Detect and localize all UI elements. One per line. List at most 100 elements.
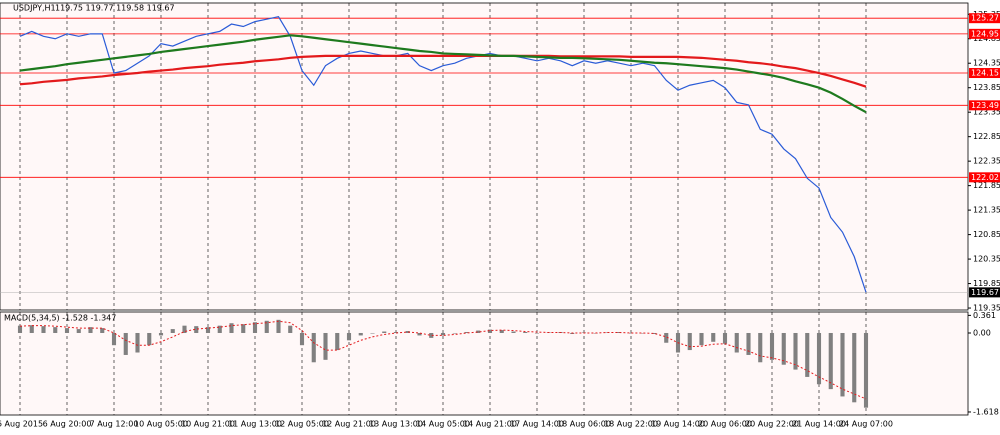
x-tick-label: 24 Aug 07:00 xyxy=(839,420,893,429)
x-tick-label: 20 Aug 22:00 xyxy=(745,420,799,429)
macd-bar xyxy=(288,325,293,333)
macd-bar xyxy=(852,332,857,403)
macd-bar xyxy=(29,325,34,333)
macd-bar xyxy=(158,332,164,336)
y-tick-label: 122.85 xyxy=(973,132,1000,141)
macd-bar xyxy=(769,332,775,360)
macd-y-tick-label: 0.00 xyxy=(973,328,991,337)
macd-bar xyxy=(194,326,199,333)
current-price-label: 119.67 xyxy=(971,288,999,297)
y-tick-label: 119.35 xyxy=(973,304,1000,313)
level-label: 125.27 xyxy=(971,14,999,23)
macd-bar xyxy=(276,319,281,333)
macd-bar xyxy=(382,331,387,333)
macd-bar xyxy=(100,328,105,333)
macd-bar xyxy=(758,332,763,363)
y-tick-label: 124.35 xyxy=(973,59,1000,68)
macd-bar xyxy=(323,332,328,360)
x-tick-label: 14 Aug 05:00 xyxy=(416,420,470,429)
macd-bar xyxy=(205,327,211,333)
x-tick-label: 10 Aug 05:00 xyxy=(134,420,188,429)
macd-bar xyxy=(699,332,704,346)
level-label-box xyxy=(969,68,1000,79)
y-tick-label: 120.85 xyxy=(973,230,1000,239)
x-tick-label: 20 Aug 06:00 xyxy=(698,420,752,429)
macd-bar xyxy=(299,332,305,346)
x-tick-label: 13 Aug 13:00 xyxy=(369,420,423,429)
macd-bar xyxy=(88,327,93,333)
y-tick-label: 119.85 xyxy=(973,279,1000,288)
macd-bar xyxy=(429,332,434,338)
price-line xyxy=(19,54,867,88)
macd-bar xyxy=(487,329,493,333)
current-price-box xyxy=(969,287,1000,298)
macd-bar xyxy=(358,332,363,336)
x-tick-label: 18 Aug 22:00 xyxy=(604,420,658,429)
macd-bar xyxy=(793,332,798,370)
macd-panel xyxy=(0,311,969,416)
macd-bar xyxy=(828,332,833,390)
macd-bar xyxy=(76,329,81,333)
x-tick-label: 6 Aug 2015 xyxy=(0,420,43,429)
macd-bar xyxy=(264,320,269,333)
x-tick-label: 12 Aug 21:00 xyxy=(322,420,376,429)
x-tick-label: 12 Aug 05:00 xyxy=(275,420,329,429)
level-label: 123.49 xyxy=(971,101,999,110)
x-tick-label: 11 Aug 13:00 xyxy=(228,420,282,429)
macd-bar xyxy=(182,325,187,333)
macd-bar xyxy=(53,327,58,333)
macd-bar xyxy=(241,324,246,333)
y-tick-label: 122.35 xyxy=(973,157,1000,166)
macd-bar xyxy=(405,331,410,333)
macd-signal xyxy=(19,320,867,400)
macd-bar xyxy=(863,332,869,408)
macd-bar xyxy=(499,330,504,333)
level-label-box xyxy=(969,100,1000,111)
macd-bar xyxy=(722,332,728,344)
y-tick-label: 121.85 xyxy=(973,181,1000,190)
macd-bar xyxy=(746,332,751,355)
macd-bar xyxy=(734,332,739,353)
macd-bar xyxy=(628,332,634,334)
level-label-box xyxy=(969,172,1000,183)
macd-bar xyxy=(311,332,316,363)
x-tick-label: 10 Aug 21:00 xyxy=(181,420,235,429)
macd-bar xyxy=(64,328,70,333)
macd-bar xyxy=(170,329,175,333)
y-tick-label: 123.35 xyxy=(973,108,1000,117)
macd-bar xyxy=(111,332,117,346)
macd-bar xyxy=(123,332,128,355)
macd-bar xyxy=(17,325,23,333)
macd-bar xyxy=(640,332,645,334)
macd-bar xyxy=(229,323,234,333)
y-tick-label: 120.35 xyxy=(973,255,1000,264)
y-tick-label: 123.85 xyxy=(973,83,1000,92)
macd-bar xyxy=(511,331,516,333)
macd-bar xyxy=(652,332,657,334)
price-line xyxy=(19,16,867,293)
macd-bar xyxy=(370,332,375,334)
level-label: 124.15 xyxy=(971,69,999,78)
macd-bar xyxy=(664,332,669,343)
macd-bar xyxy=(440,332,446,336)
macd-bar xyxy=(840,332,845,397)
macd-y-tick-label: -1.618 xyxy=(973,407,999,416)
x-tick-label: 19 Aug 14:00 xyxy=(651,420,705,429)
macd-bar xyxy=(523,332,528,333)
macd-label: MACD(5,34,5) -1.528 -1.347 xyxy=(4,314,116,323)
macd-bar xyxy=(781,332,786,365)
macd-y-tick-label: 0.361 xyxy=(973,311,996,320)
level-label-box xyxy=(969,28,1000,39)
macd-bar xyxy=(711,332,716,342)
macd-bar xyxy=(346,332,352,341)
macd-bar xyxy=(476,330,481,333)
macd-bar xyxy=(617,332,622,333)
ohlc: 119.75 119.77 119.58 119.67 xyxy=(55,4,175,13)
x-tick-label: 21 Aug 14:00 xyxy=(792,420,846,429)
macd-bar xyxy=(534,332,540,334)
x-tick-label: 17 Aug 14:00 xyxy=(510,420,564,429)
x-tick-label: 7 Aug 12:00 xyxy=(90,420,139,429)
macd-bar xyxy=(417,332,422,336)
macd-bar xyxy=(41,326,46,333)
